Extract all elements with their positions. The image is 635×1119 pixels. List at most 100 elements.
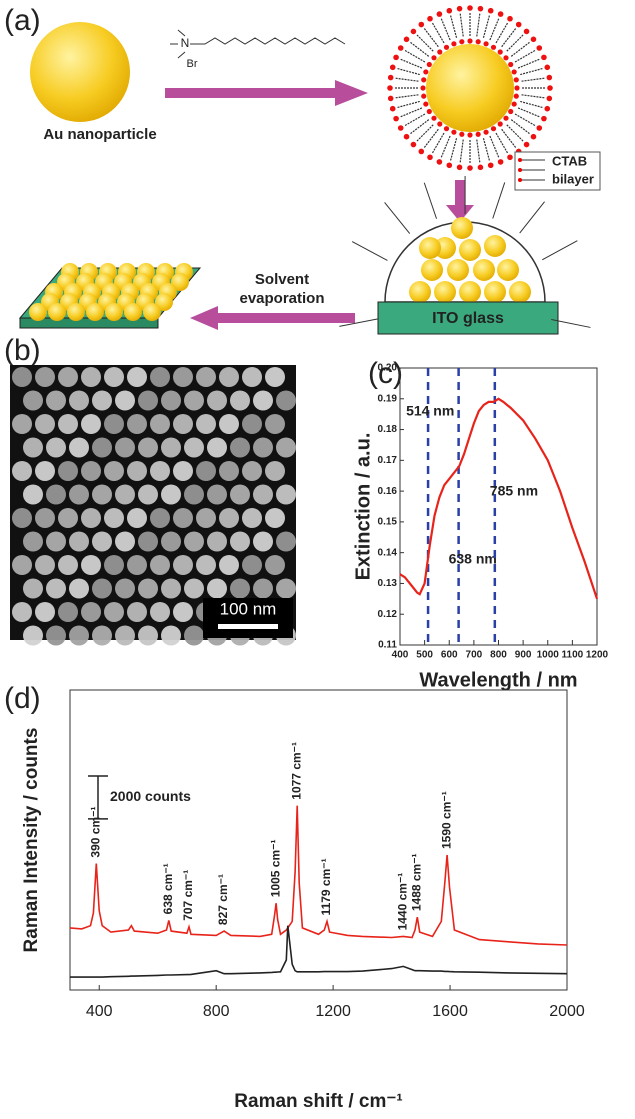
head [418,149,424,155]
plot-frame [70,690,567,990]
x-tick-label: 1100 [562,650,584,661]
particle [23,532,43,552]
particle [104,602,124,622]
reference-label: 785 nm [490,483,538,499]
particle [459,281,481,303]
particle [459,239,481,261]
y-tick-label: 0.18 [378,424,398,435]
anion-label: Br [187,58,198,70]
particle [58,602,78,622]
head [524,29,530,35]
particle [127,555,147,575]
head [514,94,519,99]
head [498,159,504,165]
particle [92,391,112,411]
head [404,134,410,140]
particle [265,414,285,434]
head [411,29,417,35]
head [404,36,410,42]
tail [400,108,422,117]
tail [496,22,508,43]
series-line [400,399,597,599]
molecule [170,30,345,58]
y-tick-label: 0.19 [378,393,398,404]
particle [115,391,135,411]
particle [230,485,250,505]
head [491,126,496,131]
head [418,22,424,28]
tail [460,140,463,164]
y-tick-label: 0.12 [378,609,398,620]
particle [69,438,89,458]
particle [143,303,161,321]
particle [242,414,262,434]
particle [35,555,55,575]
particle [115,532,135,552]
particle [23,438,43,458]
head [446,162,452,168]
head [390,106,396,112]
x-tick-label: 800 [203,1003,230,1020]
y-tick-label: 0.13 [378,578,398,589]
reference-label: 638 nm [449,551,497,567]
tail [397,68,420,74]
peak-label: 1179 cm⁻¹ [319,858,333,915]
head [444,45,449,50]
particle [35,367,55,387]
x-tick-label: 700 [466,650,483,661]
particle [196,555,216,575]
head [421,94,426,99]
head [431,55,436,60]
particle [276,579,296,599]
head [483,130,488,135]
page: (a) Au nanoparticle N Br CTAB bilayer IT… [0,0,635,1119]
tail [520,68,543,74]
particle [173,367,193,387]
particle [219,414,239,434]
vapor-arrow [493,182,505,218]
head [491,45,496,50]
head [459,39,464,44]
head [421,77,426,82]
tail [432,133,444,154]
particle [12,367,32,387]
particle [161,626,181,646]
cation-label: N [181,36,190,50]
particle [253,485,273,505]
head [503,116,508,121]
particle [69,532,89,552]
particle [484,281,506,303]
particle [242,367,262,387]
particle [23,626,43,646]
head [547,75,553,81]
particle [81,414,101,434]
head [411,142,417,148]
particle [46,391,66,411]
head [457,165,463,171]
head [393,55,399,61]
particle [115,438,135,458]
tail [450,15,456,38]
panel-label: (b) [4,334,41,367]
peak-label: 1590 cm⁻¹ [439,791,453,849]
head [427,154,433,160]
tail [450,138,456,161]
tail [518,108,540,117]
particle [46,579,66,599]
y-axis-title: Extinction / a.u. [352,433,374,581]
particle [35,414,55,434]
particle [484,235,506,257]
particle [230,579,250,599]
step-label: evaporation [239,290,324,307]
particle [161,579,181,599]
particle [12,508,32,528]
particle [92,438,112,458]
head [467,38,472,43]
particle [127,602,147,622]
y-tick-label: 0.20 [378,363,398,374]
peak-label: 638 cm⁻¹ [161,863,175,914]
particle [184,626,204,646]
particle [230,438,250,458]
head [536,125,542,131]
tail [441,136,450,158]
